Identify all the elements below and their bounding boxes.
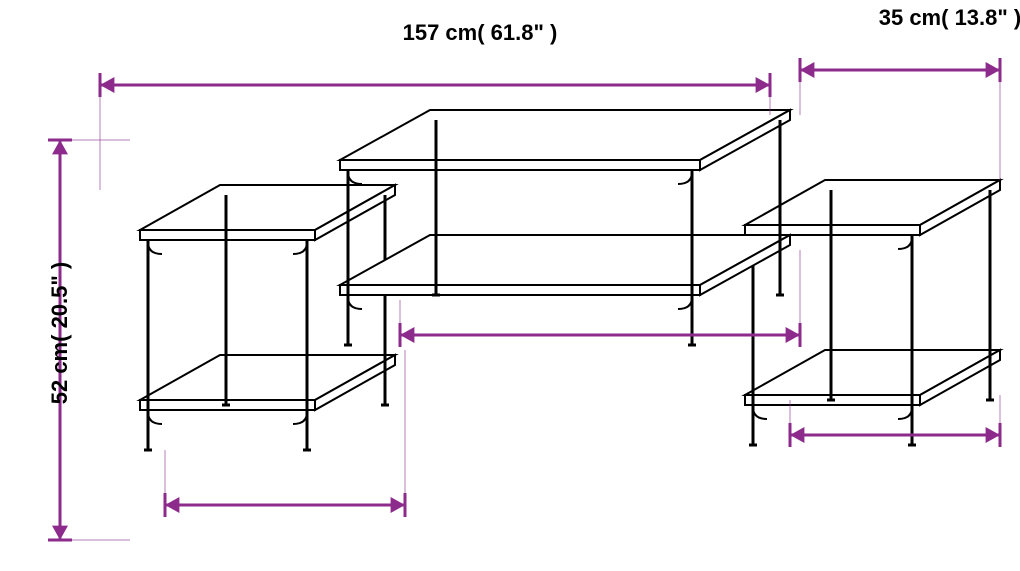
dimension-cm: 157 cm bbox=[403, 20, 478, 45]
diagram-canvas: 157 cm( 61.8" ) 35 cm( 13.8" ) 52 cm( 20.5… bbox=[0, 0, 1020, 571]
dimension-label: 157 cm( 61.8" ) bbox=[380, 20, 580, 46]
dimension-in: ( 20.5" ) bbox=[47, 262, 72, 342]
dimension-in: ( 61.8" ) bbox=[477, 20, 557, 45]
dimension-cm: 35 cm bbox=[879, 5, 941, 30]
diagram-svg bbox=[0, 0, 1020, 571]
dimension-cm: 52 cm bbox=[47, 342, 72, 404]
dimension-label: 35 cm( 13.8" ) bbox=[850, 5, 1020, 31]
dimension-in: ( 13.8" ) bbox=[941, 5, 1020, 30]
dimension-label: 52 cm( 20.5" ) bbox=[47, 233, 73, 433]
